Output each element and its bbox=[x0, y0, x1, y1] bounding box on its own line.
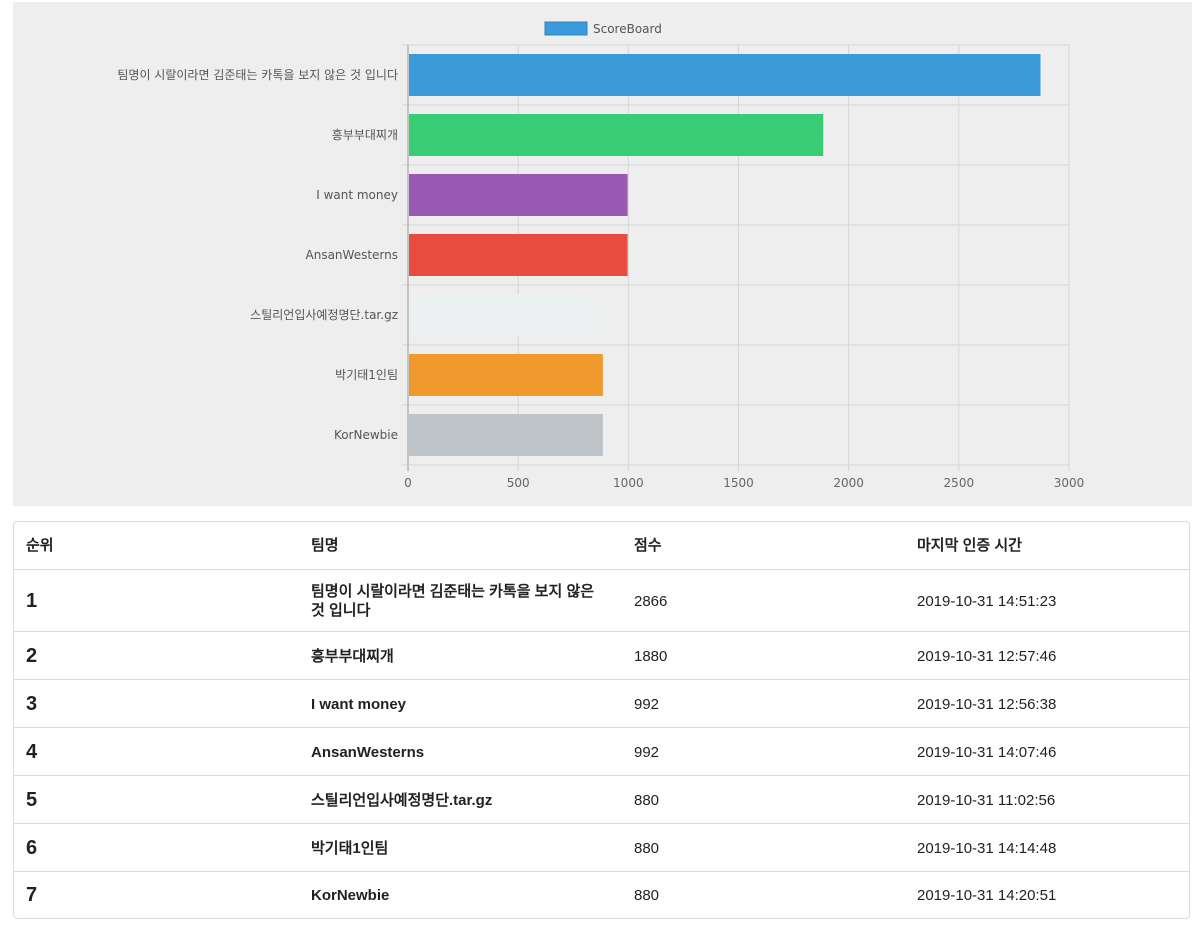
rank-cell: 4 bbox=[26, 741, 38, 763]
x-tick-label: 1500 bbox=[723, 476, 754, 490]
score-cell: 880 bbox=[634, 887, 660, 904]
table-row: 6 박기태1인팀 880 2019-10-31 14:14:48 bbox=[14, 824, 1189, 872]
team-name-cell: KorNewbie bbox=[311, 887, 390, 904]
table-row: 2 흥부부대찌개 1880 2019-10-31 12:57:46 bbox=[14, 632, 1189, 680]
score-cell: 1880 bbox=[634, 648, 668, 665]
header-rank: 순위 bbox=[26, 537, 54, 554]
table-row: 1 팀명이 시랄이라면 김준태는 카톡을 보지 않은 것 입니다 2866 2019-… bbox=[14, 570, 1189, 632]
last-auth-time-cell: 2019-10-31 14:20:51 bbox=[917, 887, 1057, 904]
score-cell: 2866 bbox=[634, 593, 668, 610]
team-name-cell: 팀명이 시랄이라면 김준태는 카톡을 보지 않은 것 입니다 bbox=[311, 583, 595, 619]
rank-cell: 2 bbox=[26, 645, 38, 667]
table-header-row: 순위 팀명 점수 마지막 인증 시간 bbox=[14, 522, 1189, 570]
x-tick-label: 2500 bbox=[944, 476, 975, 490]
table-row: 7 KorNewbie 880 2019-10-31 14:20:51 bbox=[14, 872, 1189, 918]
score-cell: 992 bbox=[634, 696, 660, 713]
category-label: I want money bbox=[316, 188, 398, 202]
rank-cell: 6 bbox=[26, 837, 38, 859]
header-score: 점수 bbox=[634, 537, 662, 554]
scoreboard-table: 순위 팀명 점수 마지막 인증 시간 1 팀명이 시랄이라면 김준태는 카톡을 보… bbox=[13, 521, 1190, 919]
team-name-cell: 박기태1인팀 bbox=[311, 840, 389, 857]
x-tick-label: 0 bbox=[404, 476, 412, 490]
legend-label: ScoreBoard bbox=[593, 22, 662, 36]
last-auth-time-cell: 2019-10-31 14:14:48 bbox=[917, 840, 1057, 857]
category-label: AnsanWesterns bbox=[306, 248, 399, 262]
team-name-cell: AnsanWesterns bbox=[311, 744, 425, 761]
category-label: 박기태1인팀 bbox=[335, 368, 398, 382]
category-label: 흥부부대찌개 bbox=[332, 128, 398, 142]
team-name-cell: 스틸리언입사예정명단.tar.gz bbox=[311, 792, 493, 809]
rank-cell: 1 bbox=[26, 590, 38, 612]
x-tick-label: 2000 bbox=[833, 476, 864, 490]
bar bbox=[409, 294, 603, 336]
team-name-cell: I want money bbox=[311, 696, 407, 713]
score-cell: 880 bbox=[634, 792, 660, 809]
bar bbox=[409, 234, 628, 276]
rank-cell: 3 bbox=[26, 693, 38, 715]
last-auth-time-cell: 2019-10-31 12:57:46 bbox=[917, 648, 1057, 665]
bar bbox=[409, 54, 1041, 96]
scoreboard-chart: 0 500 1000 1500 2000 2500 3000 팀명이 시랄이라면 김준태는 카… bbox=[13, 2, 1192, 506]
table-row: 3 I want money 992 2019-10-31 12:56:38 bbox=[14, 680, 1189, 728]
last-auth-time-cell: 2019-10-31 11:02:56 bbox=[917, 792, 1056, 809]
rank-cell: 7 bbox=[26, 884, 38, 906]
last-auth-time-cell: 2019-10-31 12:56:38 bbox=[917, 696, 1057, 713]
table-row: 4 AnsanWesterns 992 2019-10-31 14:07:46 bbox=[14, 728, 1189, 776]
category-label: KorNewbie bbox=[334, 428, 398, 442]
score-cell: 880 bbox=[634, 840, 660, 857]
legend-swatch bbox=[544, 21, 588, 36]
category-label: 스틸리언입사예정명단.tar.gz bbox=[250, 308, 398, 322]
x-tick-label: 1000 bbox=[613, 476, 644, 490]
bar bbox=[409, 114, 824, 156]
header-team: 팀명 bbox=[311, 537, 339, 554]
bar bbox=[409, 174, 628, 216]
header-last-auth-time: 마지막 인증 시간 bbox=[917, 537, 1022, 554]
last-auth-time-cell: 2019-10-31 14:07:46 bbox=[917, 744, 1057, 761]
category-label: 팀명이 시랄이라면 김준태는 카톡을 보지 않은 것 입니다 bbox=[117, 68, 398, 82]
bar bbox=[409, 354, 603, 396]
last-auth-time-cell: 2019-10-31 14:51:23 bbox=[917, 593, 1057, 610]
bar bbox=[409, 414, 603, 456]
x-tick-label: 3000 bbox=[1054, 476, 1085, 490]
score-cell: 992 bbox=[634, 744, 660, 761]
team-name-cell: 흥부부대찌개 bbox=[311, 648, 394, 665]
table-row: 5 스틸리언입사예정명단.tar.gz 880 2019-10-31 11:02:56 bbox=[14, 776, 1189, 824]
x-tick-label: 500 bbox=[507, 476, 530, 490]
rank-cell: 5 bbox=[26, 789, 38, 811]
chart-canvas: 0 500 1000 1500 2000 2500 3000 팀명이 시랄이라면 김준태는 카… bbox=[117, 21, 1085, 490]
